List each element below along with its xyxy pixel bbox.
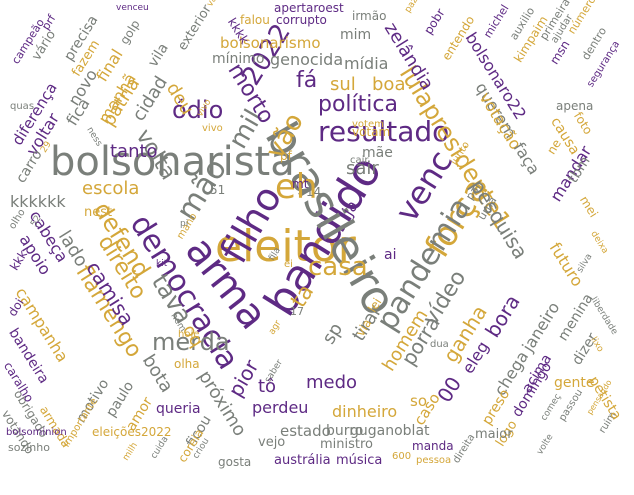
cloud-word: silva (575, 252, 595, 275)
cloud-word: kit (156, 259, 168, 269)
cloud-word: direita (451, 432, 478, 466)
cloud-word: ministro (320, 437, 374, 452)
cloud-word: música (336, 453, 383, 468)
cloud-word: merda (152, 328, 230, 356)
cloud-word: eleitor (215, 221, 356, 272)
cloud-word: irmão (352, 9, 387, 23)
cloud-word: 17 (290, 305, 304, 318)
cloud-word: sp (318, 319, 348, 349)
cloud-word: medo (306, 372, 358, 393)
cloud-word: queria (156, 401, 201, 417)
cloud-word: exterior (175, 2, 215, 54)
cloud-word: kkkkkk (10, 192, 66, 211)
cloud-word: bolsominion (6, 427, 67, 438)
cloud-word: carro (13, 147, 46, 186)
cloud-word: apertar (274, 1, 319, 15)
cloud-word: sair (346, 158, 379, 179)
cloud-word: ai (384, 247, 397, 263)
cloud-word: pobr (421, 6, 448, 37)
cloud-word: votam (352, 125, 391, 139)
cloud-word: mim (340, 27, 372, 43)
cloud-word: 51 (210, 183, 226, 197)
cloud-word: bolsonarismo (220, 34, 321, 52)
cloud-word: liberdade (588, 295, 620, 337)
cloud-word: olho (7, 207, 28, 232)
cloud-word: perdeu (252, 398, 309, 417)
cloud-word: ei (284, 259, 293, 270)
cloud-word: boa (372, 74, 406, 95)
cloud-word: gente (554, 375, 595, 391)
cloud-word: volte (535, 432, 556, 457)
cloud-word: votem (352, 119, 384, 130)
cloud-word: genocida (270, 50, 344, 69)
cloud-word: austrália (274, 453, 331, 468)
cloud-word: escola (82, 178, 140, 199)
cloud-word: pessoa (416, 455, 452, 466)
cloud-word: quas (10, 101, 35, 112)
cloud-word: agr (267, 318, 284, 337)
cloud-word: sozinho (8, 441, 50, 454)
cloud-word: burro (326, 423, 364, 439)
cloud-word: deixa (588, 229, 610, 256)
cloud-word: vivo (202, 123, 223, 134)
cloud-word: corrupto (276, 13, 327, 27)
cloud-word: venceu (116, 3, 149, 13)
cloud-word: milh (121, 440, 140, 463)
cloud-word: hoje (178, 329, 200, 340)
cloud-word: nest (84, 205, 113, 220)
cloud-word: janeiro (518, 298, 564, 356)
cloud-word: vila (145, 40, 172, 70)
cloud-word: mídia (344, 54, 389, 73)
cloud-word: apena (556, 99, 594, 113)
cloud-word: bolsonarista (50, 139, 295, 185)
cloud-word: faça (509, 138, 544, 178)
cloud-word: mínimo (212, 51, 265, 67)
cloud-word: paz (403, 0, 421, 15)
cloud-word: dua (430, 339, 449, 350)
cloud-word: falou (240, 13, 270, 27)
cloud-word: pf (280, 149, 292, 163)
cloud-word: so (410, 392, 427, 410)
cloud-word: estado (280, 422, 331, 440)
cloud-word: tanto (110, 141, 158, 162)
cloud-word: ódio (172, 96, 224, 124)
cloud-word: casa (308, 252, 368, 282)
cloud-word: mãe (362, 145, 393, 161)
cloud-word: guganoblat (350, 423, 430, 439)
cloud-word: 600 (392, 451, 412, 462)
cloud-word: passou (557, 387, 586, 424)
cloud-word: cuida (149, 434, 171, 461)
cloud-word: tô (258, 376, 277, 397)
cloud-word: mt (292, 177, 309, 191)
cloud-word: gosta (218, 455, 252, 469)
cloud-word: fá (296, 68, 318, 93)
cloud-word: maior (475, 427, 513, 442)
cloud-word: foto (570, 109, 596, 137)
cloud-word: resultado (318, 115, 450, 148)
cloud-word: 14 (306, 185, 322, 199)
cloud-word: mei (576, 193, 601, 220)
cloud-word: olha (174, 357, 200, 371)
cloud-word: eh (275, 167, 318, 207)
cloud-word: pi (180, 219, 189, 229)
cloud-word: dinheiro (332, 402, 398, 421)
cloud-word: oest (318, 1, 344, 15)
cloud-word: golp (117, 17, 143, 47)
cloud-word: sul (330, 74, 356, 95)
cloud-word: política (318, 92, 398, 117)
cloud-word: manda (412, 439, 454, 453)
cloud-word: bora (480, 290, 525, 342)
cloud-word: vejo (258, 435, 286, 450)
cloud-word: kkk (7, 247, 31, 273)
cloud-word: cair (350, 155, 369, 166)
cloud-word: bota (137, 350, 178, 397)
cloud-word: eleições2022 (92, 425, 172, 439)
